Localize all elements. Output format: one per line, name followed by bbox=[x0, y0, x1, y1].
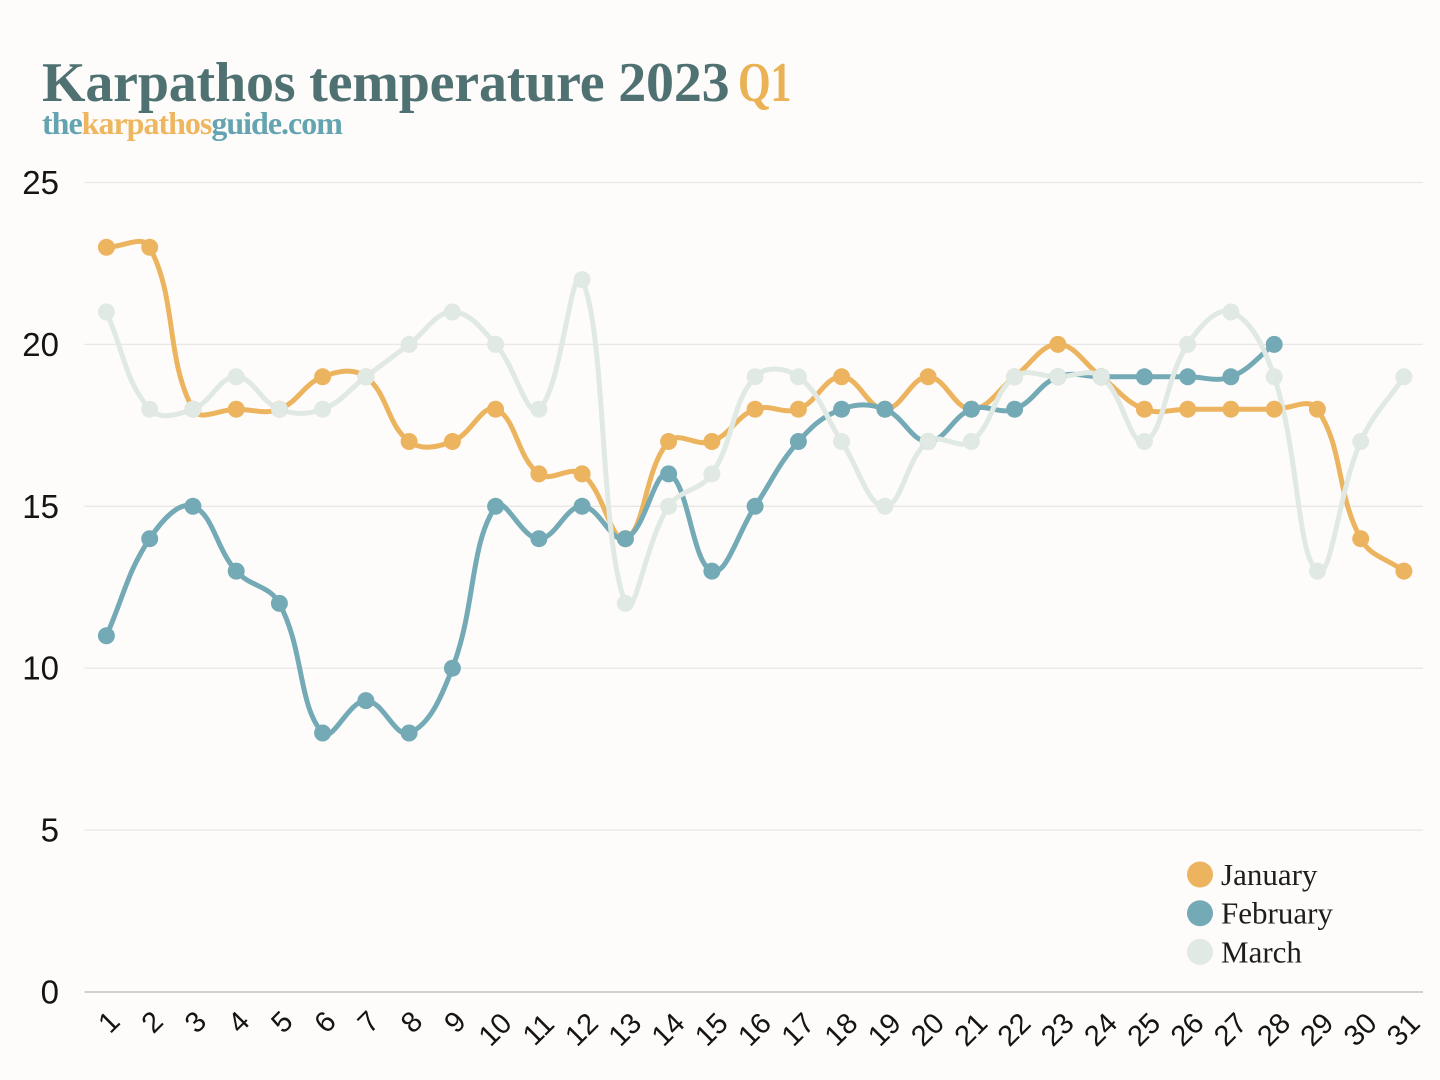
svg-text:March: March bbox=[1221, 934, 1302, 969]
svg-text:8: 8 bbox=[395, 1005, 429, 1039]
svg-text:6: 6 bbox=[309, 1005, 343, 1039]
svg-text:25: 25 bbox=[1122, 1007, 1167, 1052]
svg-text:3: 3 bbox=[179, 1005, 213, 1039]
svg-text:15: 15 bbox=[689, 1007, 734, 1052]
svg-text:13: 13 bbox=[603, 1007, 648, 1052]
svg-text:0: 0 bbox=[41, 974, 59, 1011]
svg-text:11: 11 bbox=[517, 1008, 561, 1052]
svg-text:January: January bbox=[1221, 857, 1318, 892]
svg-text:19: 19 bbox=[862, 1007, 907, 1052]
svg-text:28: 28 bbox=[1251, 1007, 1296, 1052]
svg-text:10: 10 bbox=[473, 1007, 518, 1052]
svg-text:27: 27 bbox=[1208, 1007, 1253, 1052]
svg-text:2: 2 bbox=[136, 1005, 170, 1039]
svg-text:14: 14 bbox=[646, 1007, 691, 1052]
svg-text:4: 4 bbox=[222, 1005, 256, 1039]
svg-text:23: 23 bbox=[1035, 1007, 1080, 1052]
svg-text:7: 7 bbox=[352, 1005, 386, 1039]
svg-text:5: 5 bbox=[265, 1005, 299, 1039]
svg-text:16: 16 bbox=[732, 1007, 777, 1052]
svg-text:12: 12 bbox=[559, 1007, 604, 1052]
svg-text:31: 31 bbox=[1381, 1007, 1426, 1052]
svg-text:26: 26 bbox=[1165, 1007, 1210, 1052]
svg-text:24: 24 bbox=[1078, 1007, 1123, 1052]
svg-text:18: 18 bbox=[819, 1007, 864, 1052]
svg-text:22: 22 bbox=[992, 1007, 1037, 1052]
svg-text:25: 25 bbox=[22, 164, 59, 201]
svg-text:15: 15 bbox=[22, 488, 59, 525]
svg-text:20: 20 bbox=[22, 326, 59, 363]
svg-text:9: 9 bbox=[438, 1005, 472, 1039]
svg-text:21: 21 bbox=[949, 1007, 994, 1052]
svg-text:1: 1 bbox=[92, 1005, 126, 1039]
svg-text:30: 30 bbox=[1338, 1007, 1383, 1052]
svg-text:5: 5 bbox=[41, 812, 59, 849]
svg-text:February: February bbox=[1221, 896, 1333, 931]
svg-text:10: 10 bbox=[22, 650, 59, 687]
svg-text:20: 20 bbox=[905, 1007, 950, 1052]
svg-text:17: 17 bbox=[776, 1007, 821, 1052]
svg-text:29: 29 bbox=[1295, 1007, 1340, 1052]
